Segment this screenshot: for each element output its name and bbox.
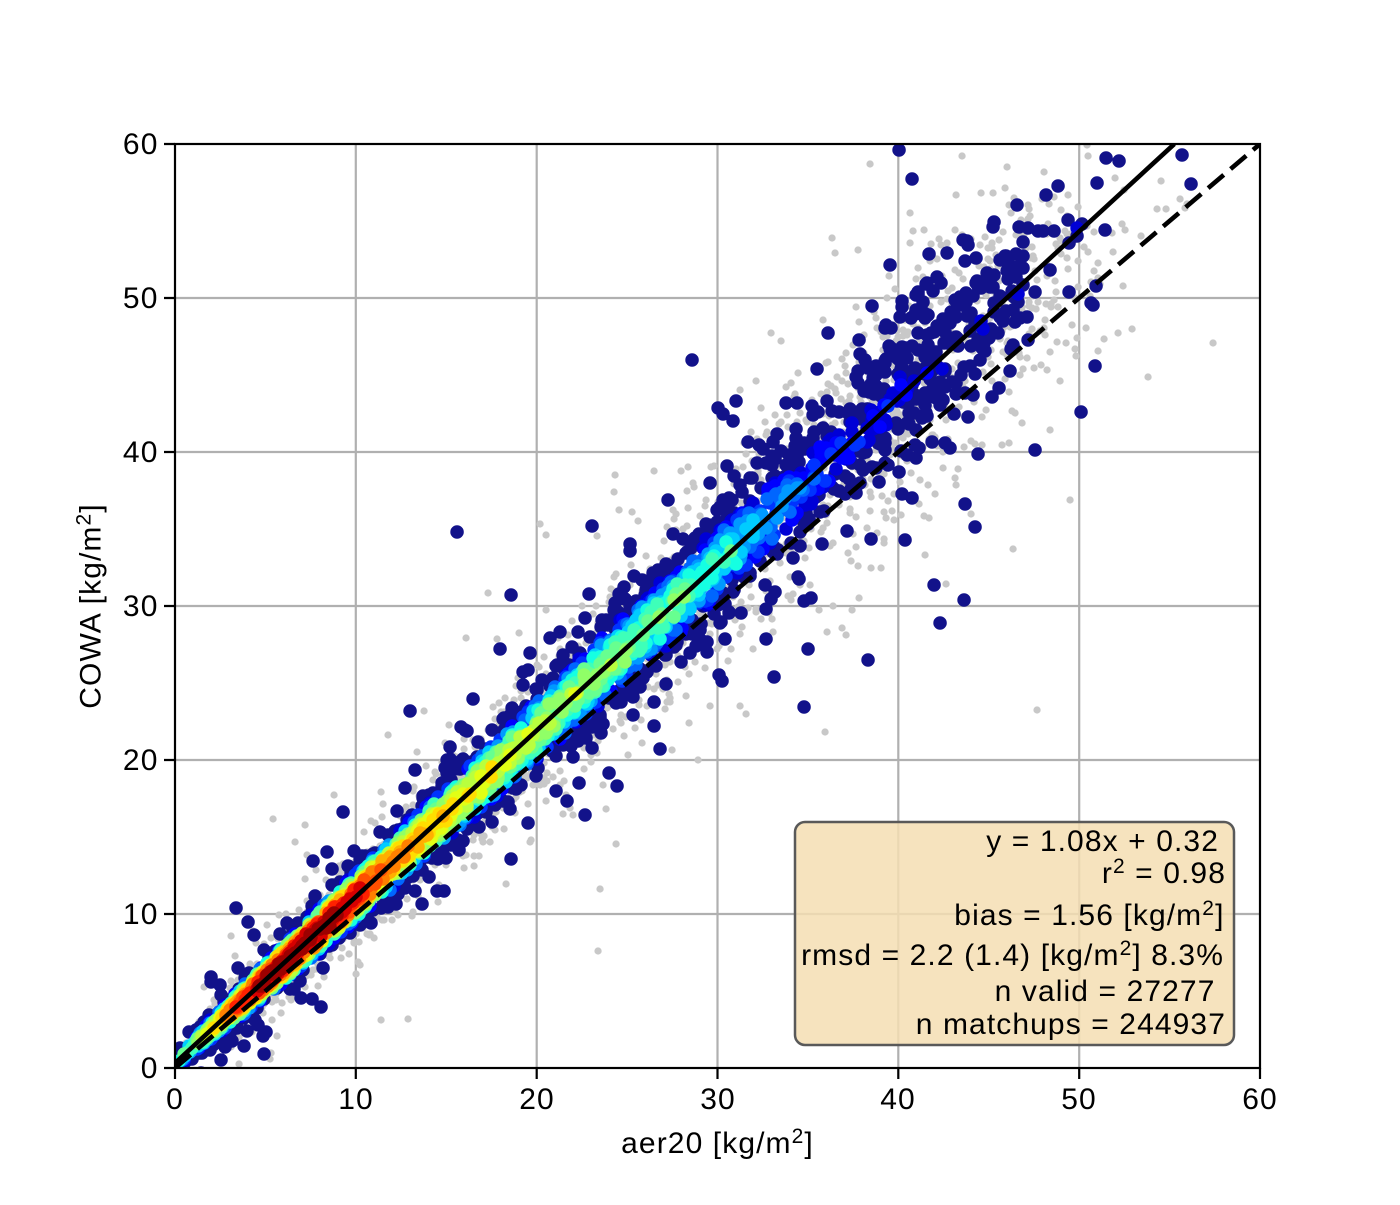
svg-text:30: 30 bbox=[123, 590, 159, 623]
svg-text:n matchups = 244937: n matchups = 244937 bbox=[916, 1008, 1226, 1041]
svg-text:60: 60 bbox=[1242, 1083, 1278, 1116]
svg-text:10: 10 bbox=[338, 1083, 374, 1116]
svg-text:bias = 1.56 [kg/m2]: bias = 1.56 [kg/m2] bbox=[954, 897, 1224, 932]
svg-text:r2 = 0.98: r2 = 0.98 bbox=[1102, 855, 1226, 890]
svg-text:n valid = 27277: n valid = 27277 bbox=[995, 975, 1216, 1008]
svg-text:20: 20 bbox=[123, 744, 159, 777]
svg-text:10: 10 bbox=[123, 898, 159, 931]
svg-text:20: 20 bbox=[519, 1083, 555, 1116]
svg-text:30: 30 bbox=[700, 1083, 736, 1116]
svg-text:50: 50 bbox=[123, 282, 159, 315]
svg-text:40: 40 bbox=[880, 1083, 916, 1116]
svg-text:40: 40 bbox=[123, 436, 159, 469]
svg-text:aer20 [kg/m2]: aer20 [kg/m2] bbox=[621, 1125, 814, 1160]
svg-text:60: 60 bbox=[123, 128, 159, 161]
svg-text:0: 0 bbox=[141, 1052, 159, 1085]
svg-text:50: 50 bbox=[1061, 1083, 1097, 1116]
svg-text:rmsd = 2.2 (1.4) [kg/m2] 8.3%: rmsd = 2.2 (1.4) [kg/m2] 8.3% bbox=[801, 937, 1224, 972]
svg-text:y = 1.08x + 0.32: y = 1.08x + 0.32 bbox=[986, 825, 1219, 858]
svg-text:0: 0 bbox=[166, 1083, 184, 1116]
svg-text:COWA [kg/m2]: COWA [kg/m2] bbox=[73, 503, 108, 708]
